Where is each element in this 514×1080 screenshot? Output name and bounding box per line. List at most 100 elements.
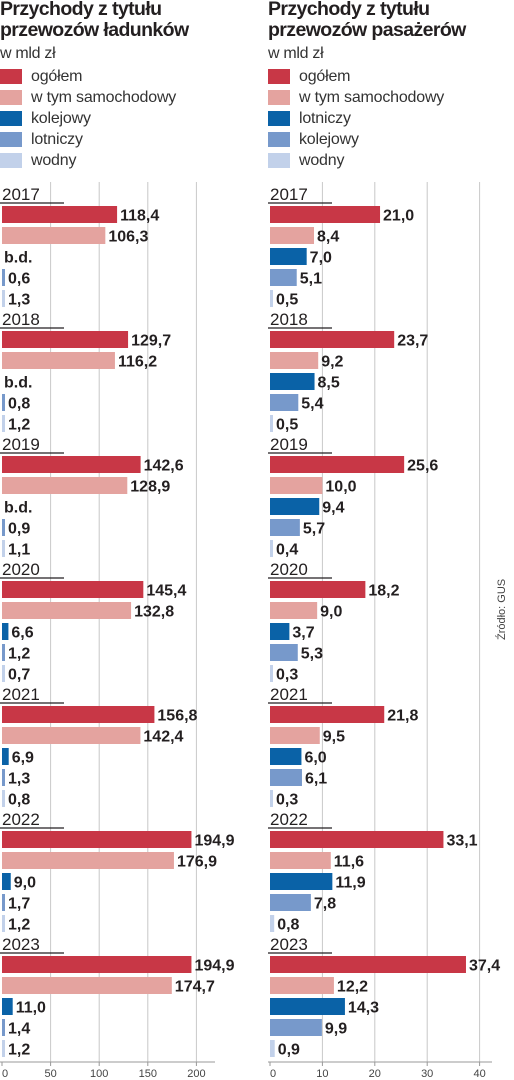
bar (2, 477, 128, 494)
data-label: 0,3 (276, 792, 298, 809)
year-label: 2017 (2, 185, 40, 204)
bar (270, 519, 300, 536)
data-label: 1,2 (8, 917, 30, 934)
data-label: 0,9 (278, 1042, 300, 1059)
bar (270, 665, 273, 682)
bar (270, 206, 381, 223)
data-label: 1,2 (8, 1042, 30, 1059)
data-label: 1,3 (8, 771, 30, 788)
data-label: 5,1 (300, 271, 322, 288)
bar (270, 1040, 275, 1057)
legend-label: kolejowy (31, 110, 91, 127)
data-label: 129,7 (131, 333, 171, 350)
bar (2, 602, 132, 619)
data-label: 14,3 (348, 1000, 379, 1017)
legend-item: w tym samochodowy (0, 88, 240, 108)
bar (2, 1019, 5, 1036)
bar (270, 394, 299, 411)
data-label: 33,1 (446, 833, 477, 850)
bar (270, 977, 334, 994)
data-label: 0,3 (276, 667, 298, 684)
bar-plot-freight: 0 50 100 150 2002017118,4106,3b.d.0,61,32018… (0, 182, 235, 1080)
legend-label: wodny (299, 152, 345, 169)
data-label: 21,8 (387, 708, 418, 725)
data-label: 11,9 (335, 875, 365, 892)
bar (2, 1040, 5, 1057)
data-label: 37,4 (469, 958, 500, 975)
legend-swatch (0, 69, 22, 84)
bar (270, 498, 320, 515)
year-label: 2022 (2, 810, 40, 829)
bar (270, 602, 318, 619)
year-label: 2023 (270, 935, 308, 954)
data-label: 0,8 (277, 917, 299, 934)
source-note: Źródło: GUS (496, 578, 508, 640)
legend-label: lotniczy (299, 110, 351, 127)
bar (2, 290, 5, 307)
legend-item: wodny (268, 151, 508, 171)
data-label: 1,7 (8, 896, 30, 913)
bar (270, 581, 366, 598)
bar (270, 415, 273, 432)
data-label: 9,9 (325, 1021, 347, 1038)
bar (2, 415, 5, 432)
bar (2, 352, 115, 369)
chart-panel-freight: Przychody z tytułu przewozów ładunków w m… (0, 0, 240, 1080)
legend-swatch (0, 153, 22, 168)
data-label: 132,8 (134, 604, 174, 621)
bar (270, 894, 311, 911)
bar (270, 727, 320, 744)
legend-item: kolejowy (268, 130, 508, 150)
data-label: 5,7 (303, 521, 325, 538)
bar (270, 540, 273, 557)
bar (2, 540, 5, 557)
bar (270, 956, 466, 973)
legend-item: lotniczy (0, 130, 240, 150)
bar (2, 977, 172, 994)
data-label: 25,6 (407, 458, 438, 475)
data-label: 9,0 (14, 875, 36, 892)
legend-swatch (0, 111, 22, 126)
data-label: 194,9 (194, 833, 234, 850)
year-label: 2023 (2, 935, 40, 954)
year-label: 2021 (270, 685, 308, 704)
x-tick-label: 0 (2, 1068, 8, 1080)
legend-item: wodny (0, 151, 240, 171)
bar (2, 873, 11, 890)
legend-label: ogółem (299, 68, 351, 85)
chart-subtitle: w mld zł (268, 45, 324, 62)
data-label: 156,8 (157, 708, 197, 725)
data-label: 1,4 (8, 1021, 30, 1038)
chart-title: Przychody z tytułu przewozów ładunków (0, 0, 189, 41)
data-label: 116,2 (118, 354, 157, 371)
legend-swatch (268, 69, 290, 84)
bar (2, 206, 118, 223)
bar (270, 790, 273, 807)
year-label: 2018 (2, 310, 40, 329)
bar (270, 852, 331, 869)
legend-swatch (268, 153, 290, 168)
bar (270, 248, 307, 265)
data-label: 8,4 (317, 229, 339, 246)
bar (270, 748, 302, 765)
data-label: 18,2 (368, 583, 399, 600)
data-label: 9,0 (320, 604, 342, 621)
bar (270, 352, 319, 369)
bar (2, 456, 141, 473)
data-label: b.d. (4, 375, 32, 392)
bar (2, 727, 141, 744)
data-label: 1,3 (8, 292, 30, 309)
data-label: 0,7 (8, 667, 30, 684)
data-label: 21,0 (383, 208, 414, 225)
bar (2, 644, 5, 661)
data-label: 174,7 (175, 979, 215, 996)
data-label: 0,8 (8, 396, 30, 413)
bar (2, 519, 5, 536)
x-tick-label: 100 (90, 1068, 108, 1080)
legend-swatch (0, 132, 22, 147)
x-tick-label: 200 (187, 1068, 205, 1080)
year-label: 2020 (270, 560, 308, 579)
data-label: 128,9 (130, 479, 170, 496)
legend-swatch (268, 132, 290, 147)
bar (270, 331, 395, 348)
